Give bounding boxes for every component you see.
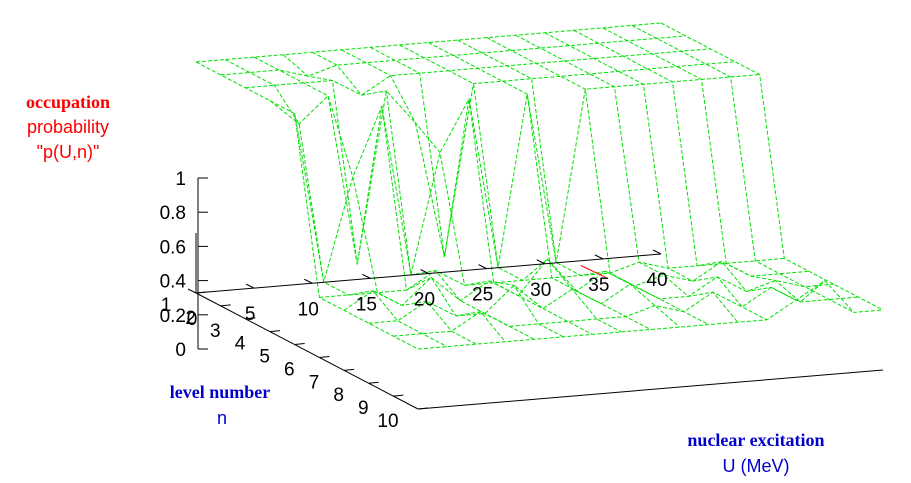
mesh-line-u-20	[428, 42, 651, 330]
x-tick-label: 30	[530, 280, 551, 301]
y-tick-mark	[393, 394, 404, 397]
y-tick-label: 2	[185, 308, 196, 329]
y-tick-mark	[343, 368, 355, 371]
y-tick-label: 3	[210, 321, 221, 342]
x-tick-mark	[245, 283, 255, 289]
z-tick-label: 0	[175, 340, 186, 361]
mesh-line-u-35	[602, 27, 826, 303]
x-tick-label: 25	[472, 285, 493, 306]
y-axis-label-line1: level number	[170, 382, 271, 402]
y-tick-label: 1	[161, 295, 172, 316]
x-tick-label: 35	[588, 275, 609, 296]
y-tick-label: 5	[259, 347, 270, 368]
mesh-line-u-30	[544, 32, 768, 321]
x-tick-mark	[652, 249, 662, 255]
z-tick-label: 0.8	[160, 203, 186, 224]
highlight-segment	[580, 265, 606, 278]
mesh-line-u-27.5	[515, 34, 739, 323]
x-tick-mark	[478, 264, 487, 270]
y-tick-mark	[294, 343, 305, 346]
surface-mesh	[195, 22, 884, 350]
y-tick-label: 6	[284, 359, 295, 380]
mesh-line-n-9	[393, 286, 859, 337]
mesh-line-u-10	[312, 51, 535, 340]
x-axis-label-line1: nuclear excitation	[687, 430, 824, 450]
x-tick-mark	[187, 288, 197, 294]
x-tick-label: 10	[298, 299, 319, 320]
mesh-line-u-15	[370, 46, 593, 335]
x-axis-label-line2: U (MeV)	[723, 456, 790, 476]
z-axis-label-line3: "p(U,n)"	[37, 142, 100, 162]
back-axis-line	[417, 369, 884, 410]
mesh-line-n-3	[245, 48, 711, 96]
mesh-line-n-5	[294, 74, 760, 283]
x-tick-label: 5	[245, 304, 256, 325]
y-tick-mark	[245, 317, 256, 320]
x-tick-mark	[304, 278, 313, 284]
x-tick-label: 0	[187, 309, 198, 330]
mesh-line-u-25	[486, 37, 709, 326]
y-axis-line	[195, 292, 419, 410]
mesh-line-n-8	[368, 276, 834, 324]
z-tick-label: 0.2	[160, 306, 186, 327]
y-tick-mark	[269, 330, 281, 333]
y-tick-label: 10	[377, 411, 398, 432]
mesh-line-u-40	[660, 22, 884, 311]
mesh-line-u-17.5	[399, 44, 622, 333]
mesh-line-u-2.5	[224, 59, 448, 348]
tick-labels: 10.80.60.40.200 5 10 15 20 25 30 35 401234567891…	[160, 169, 668, 432]
axes	[187, 177, 884, 410]
z-axis-label-line2: probability	[27, 117, 109, 137]
z-tick-label: 0.4	[160, 272, 187, 293]
x-tick-mark	[594, 254, 604, 260]
y-tick-mark	[195, 291, 207, 294]
y-tick-mark	[368, 381, 379, 384]
mesh-line-u-0	[195, 61, 419, 350]
y-tick-mark	[319, 355, 330, 358]
x-tick-label: 20	[414, 290, 435, 311]
x-tick-mark	[536, 259, 545, 265]
y-tick-label: 4	[235, 334, 246, 355]
mesh-line-u-32.5	[573, 29, 797, 301]
mesh-line-u-37.5	[631, 24, 855, 313]
y-axis-label-line2: n	[217, 408, 227, 428]
x-tick-label: 15	[356, 294, 377, 315]
z-tick-label: 0.6	[160, 237, 186, 258]
y-tick-label: 9	[358, 398, 369, 419]
mesh-line-n-10	[417, 280, 884, 350]
y-tick-label: 7	[309, 372, 320, 393]
z-axis-label-line1: occupation	[26, 92, 110, 112]
mesh-line-u-7.5	[282, 54, 506, 343]
z-tick-label: 1	[175, 169, 186, 190]
y-tick-mark	[220, 304, 231, 307]
mesh-line-u-22.5	[457, 39, 680, 328]
y-tick-label: 8	[333, 385, 344, 406]
mesh-line-u-12.5	[341, 49, 564, 338]
x-tick-mark	[362, 273, 371, 279]
x-tick-mark	[420, 269, 429, 274]
y-tick-mark	[417, 407, 429, 410]
mesh-line-n-4	[269, 61, 736, 265]
x-tick-label: 40	[646, 270, 667, 291]
